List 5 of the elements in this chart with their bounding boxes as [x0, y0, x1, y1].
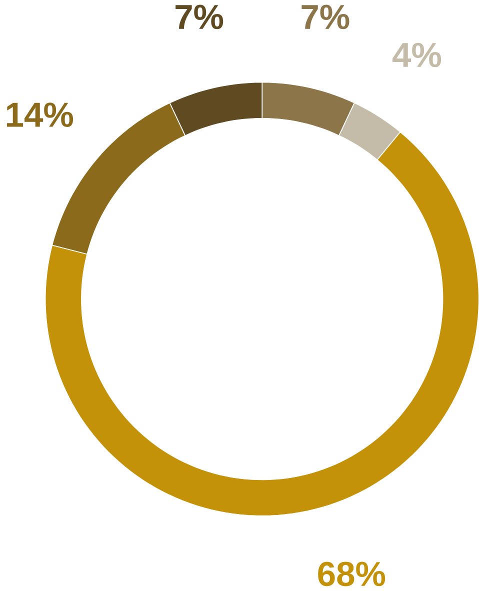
data-label: 7% [175, 4, 223, 30]
data-label: 7% [302, 4, 350, 30]
data-label: 14% [6, 102, 73, 127]
data-label: 4% [392, 42, 441, 68]
data-label: 68% [318, 562, 385, 586]
